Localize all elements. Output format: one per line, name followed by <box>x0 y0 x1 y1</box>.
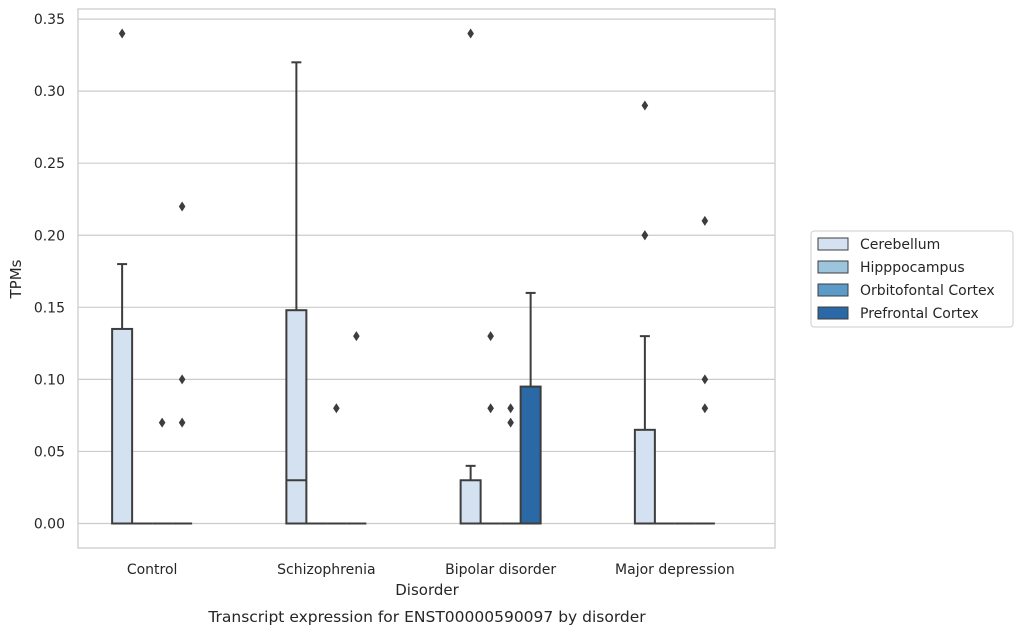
box-cerebellum <box>459 464 482 525</box>
legend-label: Orbitofontal Cortex <box>860 283 995 299</box>
outlier-point <box>487 331 494 342</box>
y-tick-label: 0.10 <box>34 372 65 388</box>
outlier-point <box>178 201 186 212</box>
outlier-point <box>701 403 709 414</box>
legend-frame <box>810 230 1014 328</box>
legend-label: Cerebellum <box>860 237 940 253</box>
y-tick-label: 0.15 <box>34 300 65 316</box>
outlier-point <box>701 374 709 385</box>
plot-frame <box>77 8 776 549</box>
x-tick-label: Schizophrenia <box>277 562 375 578</box>
outlier-point <box>333 403 340 414</box>
outlier-point <box>467 28 474 39</box>
outlier-point <box>701 215 709 226</box>
y-tick-labels: 0.00 0.05 0.10 0.15 0.20 0.25 0.30 0.35 <box>34 12 65 532</box>
chart-caption: Transcript expression for ENST0000059009… <box>207 608 646 626</box>
x-tick-labels: Control Schizophrenia Bipolar disorder Majo… <box>127 562 735 578</box>
legend-swatch <box>817 237 849 251</box>
boxes <box>111 61 715 525</box>
box-prefrontal-cortex <box>519 291 542 525</box>
legend-swatch <box>817 260 849 274</box>
box-body <box>285 309 308 525</box>
y-axis-label: TPMs <box>7 259 25 299</box>
box-cerebellum <box>633 335 656 525</box>
outlier-point <box>158 417 166 428</box>
y-tick-label: 0.05 <box>34 444 65 460</box>
legend: Cerebellum Hipppocampus Orbitofontal Corte… <box>810 230 1014 328</box>
outlier-point <box>353 331 360 342</box>
box-body <box>633 428 656 525</box>
outlier-point <box>507 403 514 414</box>
outlier-point <box>118 28 126 39</box>
box-cerebellum <box>285 61 308 525</box>
box-body <box>519 385 542 525</box>
x-tick-label: Control <box>127 562 178 578</box>
box-body <box>459 479 482 525</box>
box-body <box>111 327 134 525</box>
outliers <box>118 28 709 428</box>
outlier-point <box>507 417 514 428</box>
y-tick-label: 0.30 <box>34 84 65 100</box>
outlier-point <box>487 403 494 414</box>
x-tick-label: Bipolar disorder <box>445 562 556 578</box>
x-axis-label: Disorder <box>395 581 459 599</box>
y-tick-label: 0.25 <box>34 156 65 172</box>
y-tick-label: 0.35 <box>34 12 65 28</box>
legend-swatch <box>817 306 849 320</box>
legend-label: Prefrontal Cortex <box>860 306 979 322</box>
legend-label: Hipppocampus <box>860 260 965 276</box>
outlier-point <box>641 230 649 241</box>
y-tick-label: 0.20 <box>34 228 65 244</box>
box-cerebellum <box>111 263 134 525</box>
x-tick-label: Major depression <box>615 562 735 578</box>
outlier-point <box>641 100 649 111</box>
y-tick-label: 0.00 <box>34 517 65 533</box>
grid <box>78 18 775 525</box>
outlier-point <box>178 417 186 428</box>
legend-swatch <box>817 283 849 297</box>
outlier-point <box>178 374 186 385</box>
